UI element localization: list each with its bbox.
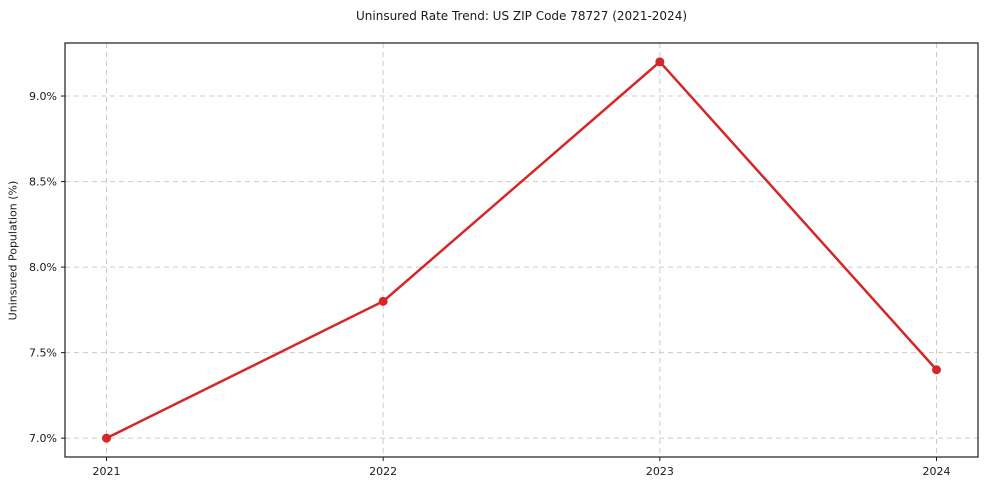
y-tick-label: 8.0% — [29, 261, 57, 274]
y-tick-label: 9.0% — [29, 90, 57, 103]
data-point-marker — [378, 296, 388, 306]
axes-border — [64, 42, 979, 458]
chart-title: Uninsured Rate Trend: US ZIP Code 78727 … — [355, 9, 688, 23]
y-tick-label: 8.5% — [29, 176, 57, 189]
x-tick-label: 2022 — [369, 465, 397, 478]
data-point-marker — [932, 365, 941, 375]
trend-line — [105, 60, 938, 440]
x-tick-label: 2023 — [646, 465, 674, 478]
y-tick-label: 7.5% — [29, 347, 57, 360]
x-tick-label: 2024 — [923, 465, 951, 478]
x-tick-label: 2021 — [93, 465, 121, 478]
y-tick-label: 7.0% — [29, 432, 57, 445]
data-point-marker — [102, 433, 111, 443]
data-point-marker — [655, 57, 665, 67]
